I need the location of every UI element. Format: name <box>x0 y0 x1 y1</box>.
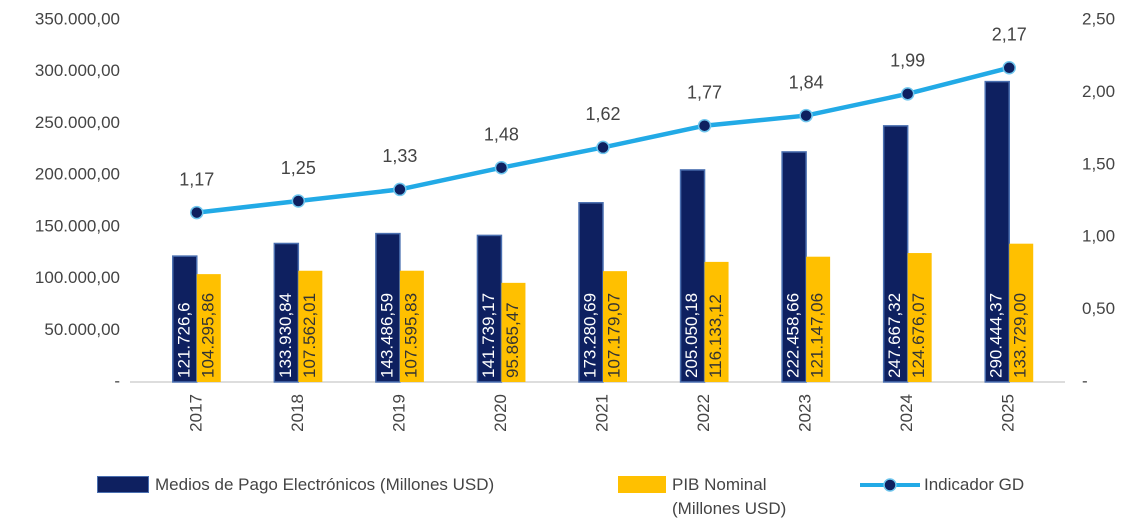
data-label: 1,17 <box>179 169 214 189</box>
data-label: 133.729,00 <box>1011 293 1030 378</box>
data-label: 124.676,07 <box>909 293 928 378</box>
data-label: 141.739,17 <box>479 293 498 378</box>
legend-marker <box>883 478 897 492</box>
data-label: 1,48 <box>484 124 519 144</box>
data-label: 107.179,07 <box>604 293 623 378</box>
data-label: 1,84 <box>789 72 824 92</box>
y2-tick-label: - <box>1082 371 1088 390</box>
bar <box>273 242 300 383</box>
legend-line-icon <box>860 478 920 492</box>
data-label: 205.050,18 <box>682 293 701 378</box>
y-tick-label: 100.000,00 <box>35 268 120 287</box>
bar <box>501 282 526 382</box>
y-tick-label: 50.000,00 <box>44 320 120 339</box>
line-marker <box>393 182 407 197</box>
bar <box>399 270 424 382</box>
legend-label: Medios de Pago Electrónicos (Millones US… <box>155 475 495 494</box>
x-tick-label: 2021 <box>592 394 611 432</box>
x-tick-label: 2020 <box>491 394 510 432</box>
bar <box>984 80 1010 383</box>
x-tick-label: 2024 <box>897 394 916 432</box>
y-tick-label: 300.000,00 <box>35 61 120 80</box>
line-marker <box>596 140 610 155</box>
line-marker <box>697 118 712 133</box>
bar <box>375 232 401 383</box>
legend-label: Indicador GD <box>924 475 1025 494</box>
y2-tick-label: 1,00 <box>1082 227 1115 246</box>
y-tick-label: 350.000,00 <box>35 9 120 28</box>
legend-label: PIB Nominal (Millones USD) <box>672 475 787 518</box>
x-tick-label: 2025 <box>999 394 1018 432</box>
y-tick-label: 200.000,00 <box>35 165 120 184</box>
data-label: 222.458,66 <box>784 293 803 378</box>
bar <box>704 261 729 382</box>
x-tick-label: 2017 <box>186 394 205 432</box>
data-label: 1,77 <box>687 82 722 102</box>
y2-tick-label: 2,50 <box>1082 9 1115 28</box>
legend-swatch <box>618 476 666 493</box>
bar <box>806 256 831 382</box>
y2-tick-label: 0,50 <box>1082 299 1115 318</box>
data-label: 143.486,59 <box>377 293 396 378</box>
line-marker <box>1002 61 1016 75</box>
data-label: 1,33 <box>382 146 417 166</box>
data-label: 95.865,47 <box>503 302 522 378</box>
legend-swatch <box>97 476 149 493</box>
y2-tick-label: 2,00 <box>1082 82 1115 101</box>
y-tick-label: 250.000,00 <box>35 113 120 132</box>
line-marker <box>799 108 813 123</box>
data-label: 107.595,83 <box>401 293 420 378</box>
x-tick-label: 2019 <box>389 394 408 432</box>
bar <box>1009 243 1034 382</box>
data-label: 1,62 <box>585 104 620 124</box>
data-label: 173.280,69 <box>580 293 599 378</box>
x-tick-label: 2023 <box>796 394 815 432</box>
y2-tick-label: 1,50 <box>1082 154 1115 173</box>
data-label: 2,17 <box>992 25 1027 45</box>
bar <box>298 270 323 382</box>
data-label: 290.444,37 <box>987 293 1006 378</box>
line-marker <box>190 205 204 220</box>
data-label: 133.930,84 <box>276 293 295 378</box>
data-label: 1,99 <box>890 51 925 71</box>
y-tick-label: 150.000,00 <box>35 216 120 235</box>
data-label: 107.562,01 <box>300 293 319 378</box>
x-tick-label: 2018 <box>288 394 307 432</box>
y-tick-label: - <box>114 371 120 390</box>
bar <box>907 253 932 382</box>
line-marker <box>494 160 509 175</box>
line-marker <box>291 194 306 208</box>
bar <box>603 271 627 382</box>
data-label: 104.295,86 <box>198 293 217 378</box>
x-tick-label: 2022 <box>694 394 713 432</box>
bar <box>196 274 221 382</box>
line-marker <box>900 87 915 101</box>
data-label: 1,25 <box>281 158 316 178</box>
data-label: 247.667,32 <box>885 293 904 378</box>
data-label: 121.726,6 <box>174 302 193 378</box>
data-label: 116.133,12 <box>706 294 725 378</box>
data-label: 121.147,06 <box>808 293 827 378</box>
